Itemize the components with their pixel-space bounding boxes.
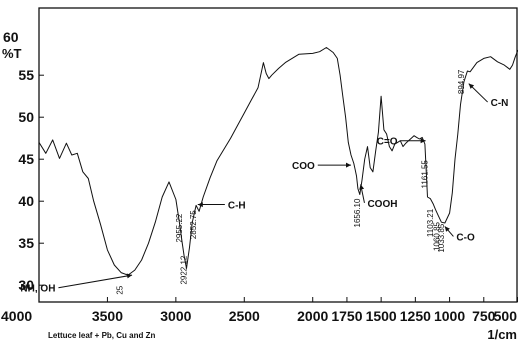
annotation-arrowhead [197, 202, 203, 208]
y-tick-label: 35 [18, 235, 34, 251]
peak-labels: 25 2955.22 2922.12 2852.75 1656.10 1161.55 110… [116, 69, 466, 295]
peak-label: 1161.55 [421, 160, 430, 189]
band-annotation-label: C=O [377, 137, 398, 148]
peak-label: 1656.10 [353, 198, 362, 227]
x-axis: 4000 3500 3000 2500 2000 1750 1500 1250 1000 7505… [1, 297, 518, 324]
y-tick-label: 45 [18, 151, 34, 167]
sample-caption: Lettuce leaf + Pb, Cu and Zn [48, 331, 155, 340]
peak-label: 2852.75 [189, 210, 198, 239]
x-tick-label: 1750 [331, 308, 362, 324]
peak-label: 2922.12 [179, 255, 188, 284]
annotation-arrowhead [468, 83, 475, 89]
band-annotation-label: COO [292, 161, 315, 172]
y-tick-label: 40 [18, 193, 34, 209]
x-tick-label: 500 [494, 308, 518, 324]
spectrum-series-line [38, 47, 518, 276]
x-tick-label: 3000 [160, 308, 191, 324]
x-tick-label: 1500 [366, 308, 397, 324]
y-axis-unit-label: %T [2, 46, 22, 61]
band-annotation-label: C-N [491, 98, 509, 109]
peak-label: 1060.85 [432, 221, 441, 250]
annotation-arrowhead [420, 138, 426, 144]
peak-label: 894.97 [457, 69, 466, 94]
plot-frame [38, 7, 518, 303]
peak-label: 2955.22 [175, 213, 184, 242]
x-axis-unit-label: 1/cm [487, 327, 517, 342]
peak-label: 1103.21 [426, 208, 435, 237]
x-tick-label: 2500 [229, 308, 260, 324]
y-tick-label: 50 [18, 109, 34, 125]
y-tick-label: 55 [18, 67, 34, 83]
annotation-arrowhead [444, 226, 450, 232]
band-annotation-label: C-H [228, 201, 246, 212]
x-tick-label: 3500 [92, 308, 123, 324]
x-tick-label: 1000 [434, 308, 465, 324]
annotation-arrowhead [359, 184, 365, 190]
band-annotation-label: NH, OH [20, 284, 55, 295]
y-axis: 30 35 40 45 50 55 [18, 67, 44, 293]
annotation-arrowhead [126, 273, 133, 279]
peak-label: 1033.85 [437, 223, 446, 252]
y-axis-top-label: 60 [3, 29, 19, 45]
annotation-arrow [58, 274, 133, 289]
x-tick-label: 750 [472, 308, 496, 324]
x-tick-label: 2000 [297, 308, 328, 324]
band-annotation-label: COOH [367, 199, 397, 210]
x-tick-label: 1250 [400, 308, 431, 324]
band-annotations: NH, OH C-H COO COOH C=O C-O C-N [20, 83, 509, 295]
annotation-arrowhead [346, 162, 351, 168]
y-tick-label: 30 [18, 277, 34, 293]
peak-label: 25 [116, 285, 125, 294]
band-annotation-label: C-O [456, 232, 475, 243]
x-tick-label: 4000 [1, 308, 32, 324]
